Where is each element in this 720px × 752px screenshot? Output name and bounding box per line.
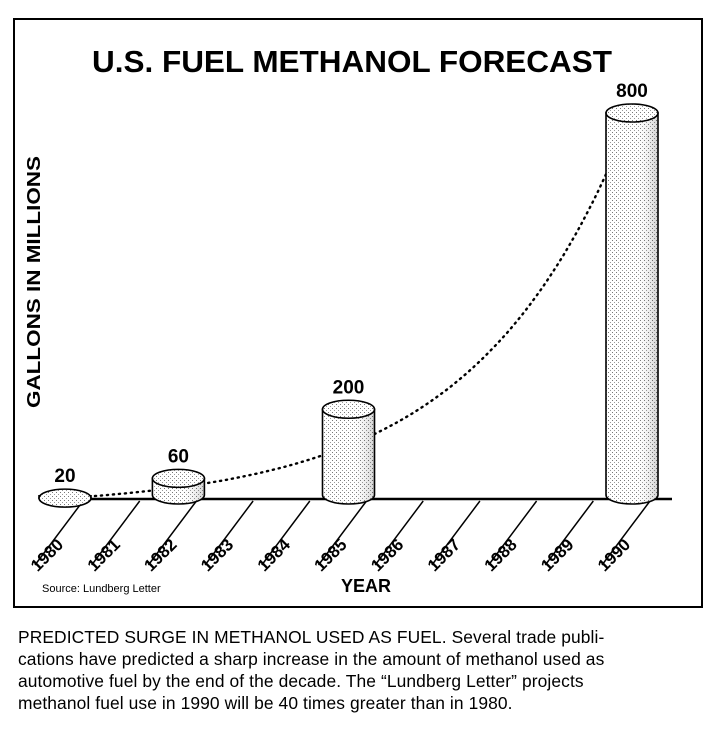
tick-1989 [544, 500, 594, 566]
bar-label-1985: 200 [333, 377, 365, 398]
tick-label-1990: 1990 [594, 535, 634, 575]
tick-label-1989: 1989 [537, 535, 577, 575]
year-ticks: 1980 1981 1982 1983 1984 1985 1986 1987 1988 1989… [27, 500, 651, 576]
tick-label-1983: 1983 [197, 535, 237, 575]
tick-label-1982: 1982 [140, 535, 180, 575]
tick-1983 [204, 500, 254, 566]
figure-caption: PREDICTED SURGE IN METHANOL USED AS FUEL… [18, 626, 708, 714]
tick-1990 [601, 500, 651, 566]
tick-label-1981: 1981 [84, 535, 124, 575]
tick-1985 [317, 500, 368, 566]
bar-1990: 800 [605, 81, 659, 505]
caption-line-1: PREDICTED SURGE IN METHANOL USED AS FUEL… [18, 626, 708, 648]
bar-1980: 20 [38, 466, 92, 508]
caption-lead: PREDICTED SURGE IN METHANOL USED AS FUEL… [18, 627, 447, 647]
tick-label-1986: 1986 [367, 535, 407, 575]
tick-1982 [147, 500, 197, 566]
tick-1984 [261, 500, 311, 566]
tick-label-1988: 1988 [481, 535, 521, 575]
tick-1987 [431, 500, 481, 566]
tick-label-1980: 1980 [27, 535, 67, 575]
bar-1985: 200 [321, 377, 376, 505]
chart-frame [13, 18, 703, 608]
bar-label-1990: 800 [616, 81, 648, 102]
x-axis-label: YEAR [341, 576, 391, 596]
chart-title: U.S. FUEL METHANOL FORECAST [92, 44, 612, 79]
caption-line-3: automotive fuel by the end of the decade… [18, 671, 584, 691]
bars: 20 60 200 800 [38, 81, 659, 508]
bar-label-1982: 60 [168, 446, 189, 467]
caption-line-2: cations have predicted a sharp increase … [18, 649, 605, 669]
bar-1982: 60 [151, 446, 206, 505]
bar-label-1980: 20 [54, 466, 75, 487]
tick-1988 [488, 500, 538, 566]
source-note: Source: Lundberg Letter [42, 583, 161, 595]
tick-label-1984: 1984 [254, 535, 295, 576]
tick-label-1987: 1987 [424, 535, 464, 575]
tick-label-1985: 1985 [311, 535, 351, 575]
tick-1986 [374, 500, 424, 566]
methanol-chart: U.S. FUEL METHANOL FORECAST GALLONS IN M… [24, 44, 672, 596]
tick-1980 [34, 500, 84, 566]
y-axis-label: GALLONS IN MILLIONS [24, 156, 44, 408]
caption-line-4: methanol fuel use in 1990 will be 40 tim… [18, 693, 513, 713]
tick-1981 [91, 500, 141, 566]
caption-text-1: Several trade publi- [451, 627, 605, 647]
